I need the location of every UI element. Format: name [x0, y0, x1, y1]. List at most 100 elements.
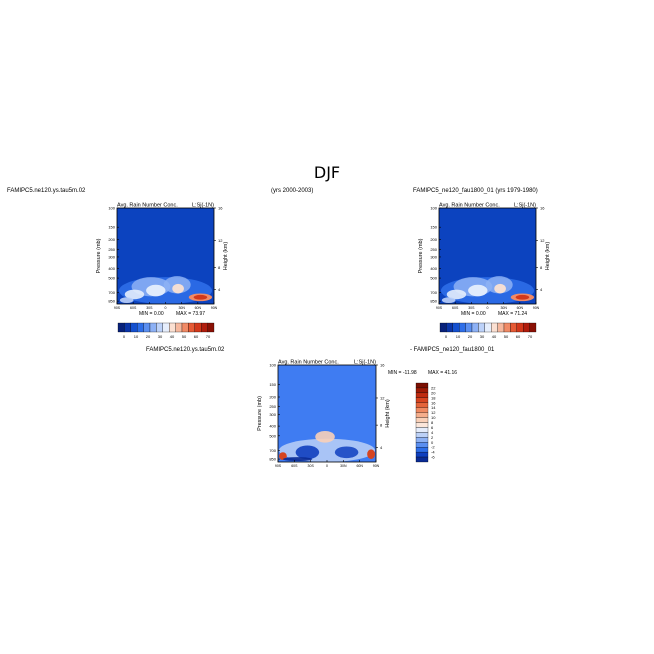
panel3-x-tick-label: 60N	[356, 464, 363, 468]
panel3-colorbar-bin	[415, 456, 429, 463]
panel1-colorbar-label: 0	[123, 334, 126, 339]
panel2-colorbar-label: 40	[492, 334, 497, 339]
panel2-title: Avg. Rain Number Conc.	[439, 203, 500, 209]
panel2-colorbar-bin	[484, 322, 492, 333]
panel2-colorbar-bin	[497, 322, 505, 333]
panel1-title: Avg. Rain Number Conc.	[117, 203, 178, 209]
panel2-colorbar-bin	[523, 322, 530, 333]
panel3-colorbar-label: -6	[431, 455, 435, 460]
panel2-x-tick-label: 60S	[452, 306, 459, 310]
panel1-x-tick-label: 60S	[130, 306, 137, 310]
panel1-field-antarctic	[119, 297, 134, 304]
panel1-min-label: MIN = 0.00	[139, 311, 164, 317]
panel2-colorbar-bin	[516, 322, 524, 333]
panel1-x-tick-label: 90N	[211, 306, 218, 310]
panel2-colorbar-bin	[465, 322, 473, 333]
panel2-y-tick-label: 100	[430, 206, 437, 211]
panel2-y-tick-label: 300	[430, 254, 437, 259]
panel2-colorbar-bin	[459, 322, 466, 333]
panel1-y-tick-label: 250	[108, 247, 115, 252]
panel1-colorbar-label: 40	[170, 334, 175, 339]
panel2-field-nh-core	[515, 294, 530, 300]
panel2-colorbar-label: 50	[504, 334, 509, 339]
panel3-colorbar-label: 14	[431, 405, 436, 410]
panel3-y2-tick-label: 16	[380, 363, 385, 368]
panel1-colorbar-bin	[149, 322, 157, 333]
panel3-colorbar-label: 6	[431, 425, 434, 430]
panel1-x-tick-label: 90S	[114, 306, 121, 310]
panel2-y2-tick-label: 8	[540, 265, 543, 270]
panel3-colorbar-label: 4	[431, 430, 434, 435]
panel1-colorbar-bin	[124, 322, 131, 333]
panel2-x-tick-label: 30S	[468, 306, 475, 310]
panel2-y-tick-label: 150	[430, 225, 437, 230]
figure-title: DJF	[313, 163, 341, 182]
panel2-y2-axis-title: Height (km)	[545, 242, 551, 271]
panel3-colorbar-label: -2	[431, 445, 435, 450]
panel1-y-tick-label: 300	[108, 254, 115, 259]
panel1-y2-tick-label: 16	[218, 206, 223, 211]
panel1-region-label: L:Sj(-1N)	[192, 203, 214, 209]
panel2-colorbar-bin	[510, 322, 517, 333]
panel3-colorbar-bin	[415, 407, 429, 413]
panel2-colorbar-label: 0	[445, 334, 448, 339]
panel3-y2-axis-title: Height (km)	[385, 399, 391, 428]
panel1-colorbar-bin	[169, 322, 176, 333]
panel3-colorbar-label: 18	[431, 395, 436, 400]
panel3-y-tick-label: 300	[269, 412, 276, 417]
panel3-x-tick-label: 90S	[275, 464, 282, 468]
panel2-y-axis-title: Pressure (mb)	[418, 238, 424, 273]
panel1-colorbar-bin	[130, 322, 138, 333]
diff-right-model-label: - FAMIPC5_ne120_fau1800_01	[410, 347, 495, 353]
panel1-x-tick-label: 30S	[146, 306, 153, 310]
panel1-field-sh-core	[146, 284, 166, 297]
panel3-region-label: L:Sj(-1N)	[354, 360, 376, 366]
panel2-colorbar-bin	[439, 322, 447, 333]
panel3-colorbar-bin	[415, 451, 429, 458]
panel1-y-tick-label: 700	[108, 290, 115, 295]
panel3-colorbar-label: 0	[431, 440, 434, 445]
panel2-y2-tick-label: 12	[540, 238, 545, 243]
panel2-y-tick-label: 250	[430, 247, 437, 252]
panel1-colorbar-bin	[117, 322, 125, 333]
panel3-y2-tick-label: 12	[380, 395, 385, 400]
panel3-x-tick-label: 90N	[373, 464, 380, 468]
panel1-colorbar-bin	[181, 322, 189, 333]
panel3-colorbar-bin	[415, 437, 429, 443]
panel1-colorbar-bin	[162, 322, 170, 333]
top-center-years-label: (yrs 2000-2003)	[271, 188, 314, 194]
panel3-colorbar-bin	[415, 402, 429, 408]
panel3-y-tick-label: 850	[269, 457, 276, 462]
panel3-diff-neg-sfc	[282, 457, 313, 462]
panel2-x-tick-label: 90S	[436, 306, 443, 310]
panel3-colorbar-bin	[415, 427, 429, 433]
panel3-colorbar-bin	[415, 412, 429, 418]
panel3-y-tick-label: 100	[269, 363, 276, 368]
panel2-y-tick-label: 400	[430, 266, 437, 271]
panel2-colorbar-label: 30	[480, 334, 485, 339]
panel1-colorbar-bin	[156, 322, 163, 333]
panel1-colorbar-label: 20	[146, 334, 151, 339]
panel2-colorbar-label: 10	[456, 334, 461, 339]
panel1-y-axis-title: Pressure (mb)	[96, 238, 102, 273]
panel2-colorbar-bin	[471, 322, 479, 333]
panel1-colorbar-bin	[137, 322, 144, 333]
panel3-diff-neg-sh	[295, 445, 320, 460]
panel1-x-tick-label: 0	[165, 306, 167, 310]
panel1-colorbar-label: 50	[182, 334, 187, 339]
panel1-max-label: MAX = 73.97	[176, 311, 205, 317]
panel1-colorbar-bin	[143, 322, 151, 333]
panel3-y-axis-title: Pressure (mb)	[257, 396, 263, 431]
panel3-y-tick-label: 250	[269, 404, 276, 409]
panel1-field-eq-core	[172, 283, 184, 294]
panel2-field-sh-edge	[446, 289, 467, 300]
panel2-x-tick-label: 90N	[533, 306, 540, 310]
panel3-colorbar-label: 12	[431, 410, 436, 415]
panel3-colorbar-label: -4	[431, 450, 435, 455]
panel1-x-tick-label: 30N	[178, 306, 185, 310]
panel2-colorbar-bin	[529, 322, 537, 333]
panel3-y-tick-label: 200	[269, 395, 276, 400]
panel2-y-tick-label: 200	[430, 237, 437, 242]
panel3-colorbar-label: 20	[431, 390, 436, 395]
panel3-y-tick-label: 500	[269, 433, 276, 438]
